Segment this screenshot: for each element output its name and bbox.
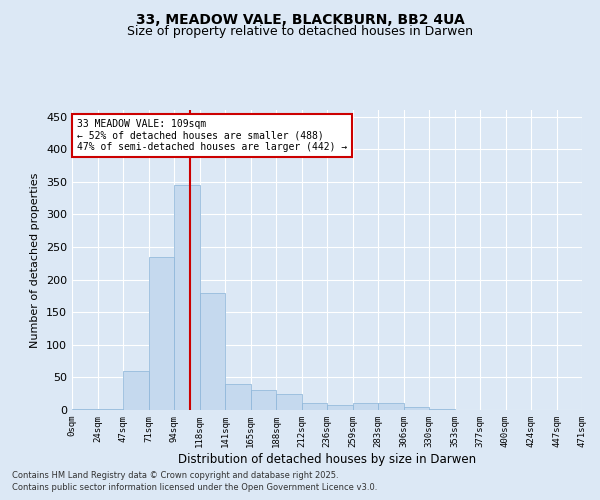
- Bar: [251, 390, 276, 410]
- Bar: [149, 256, 174, 410]
- Bar: [174, 185, 199, 410]
- Bar: [123, 371, 149, 410]
- Text: 33 MEADOW VALE: 109sqm
← 52% of detached houses are smaller (488)
47% of semi-de: 33 MEADOW VALE: 109sqm ← 52% of detached…: [77, 119, 347, 152]
- Bar: [353, 404, 378, 410]
- Y-axis label: Number of detached properties: Number of detached properties: [31, 172, 40, 348]
- Bar: [404, 406, 429, 410]
- Bar: [327, 405, 353, 410]
- Bar: [97, 408, 123, 410]
- Bar: [225, 384, 251, 410]
- Bar: [378, 404, 404, 410]
- Text: Contains HM Land Registry data © Crown copyright and database right 2025.: Contains HM Land Registry data © Crown c…: [12, 470, 338, 480]
- Text: Contains public sector information licensed under the Open Government Licence v3: Contains public sector information licen…: [12, 483, 377, 492]
- Bar: [302, 404, 327, 410]
- Text: 33, MEADOW VALE, BLACKBURN, BB2 4UA: 33, MEADOW VALE, BLACKBURN, BB2 4UA: [136, 12, 464, 26]
- Bar: [199, 292, 225, 410]
- Text: Size of property relative to detached houses in Darwen: Size of property relative to detached ho…: [127, 25, 473, 38]
- X-axis label: Distribution of detached houses by size in Darwen: Distribution of detached houses by size …: [178, 452, 476, 466]
- Bar: [429, 408, 455, 410]
- Bar: [276, 394, 302, 410]
